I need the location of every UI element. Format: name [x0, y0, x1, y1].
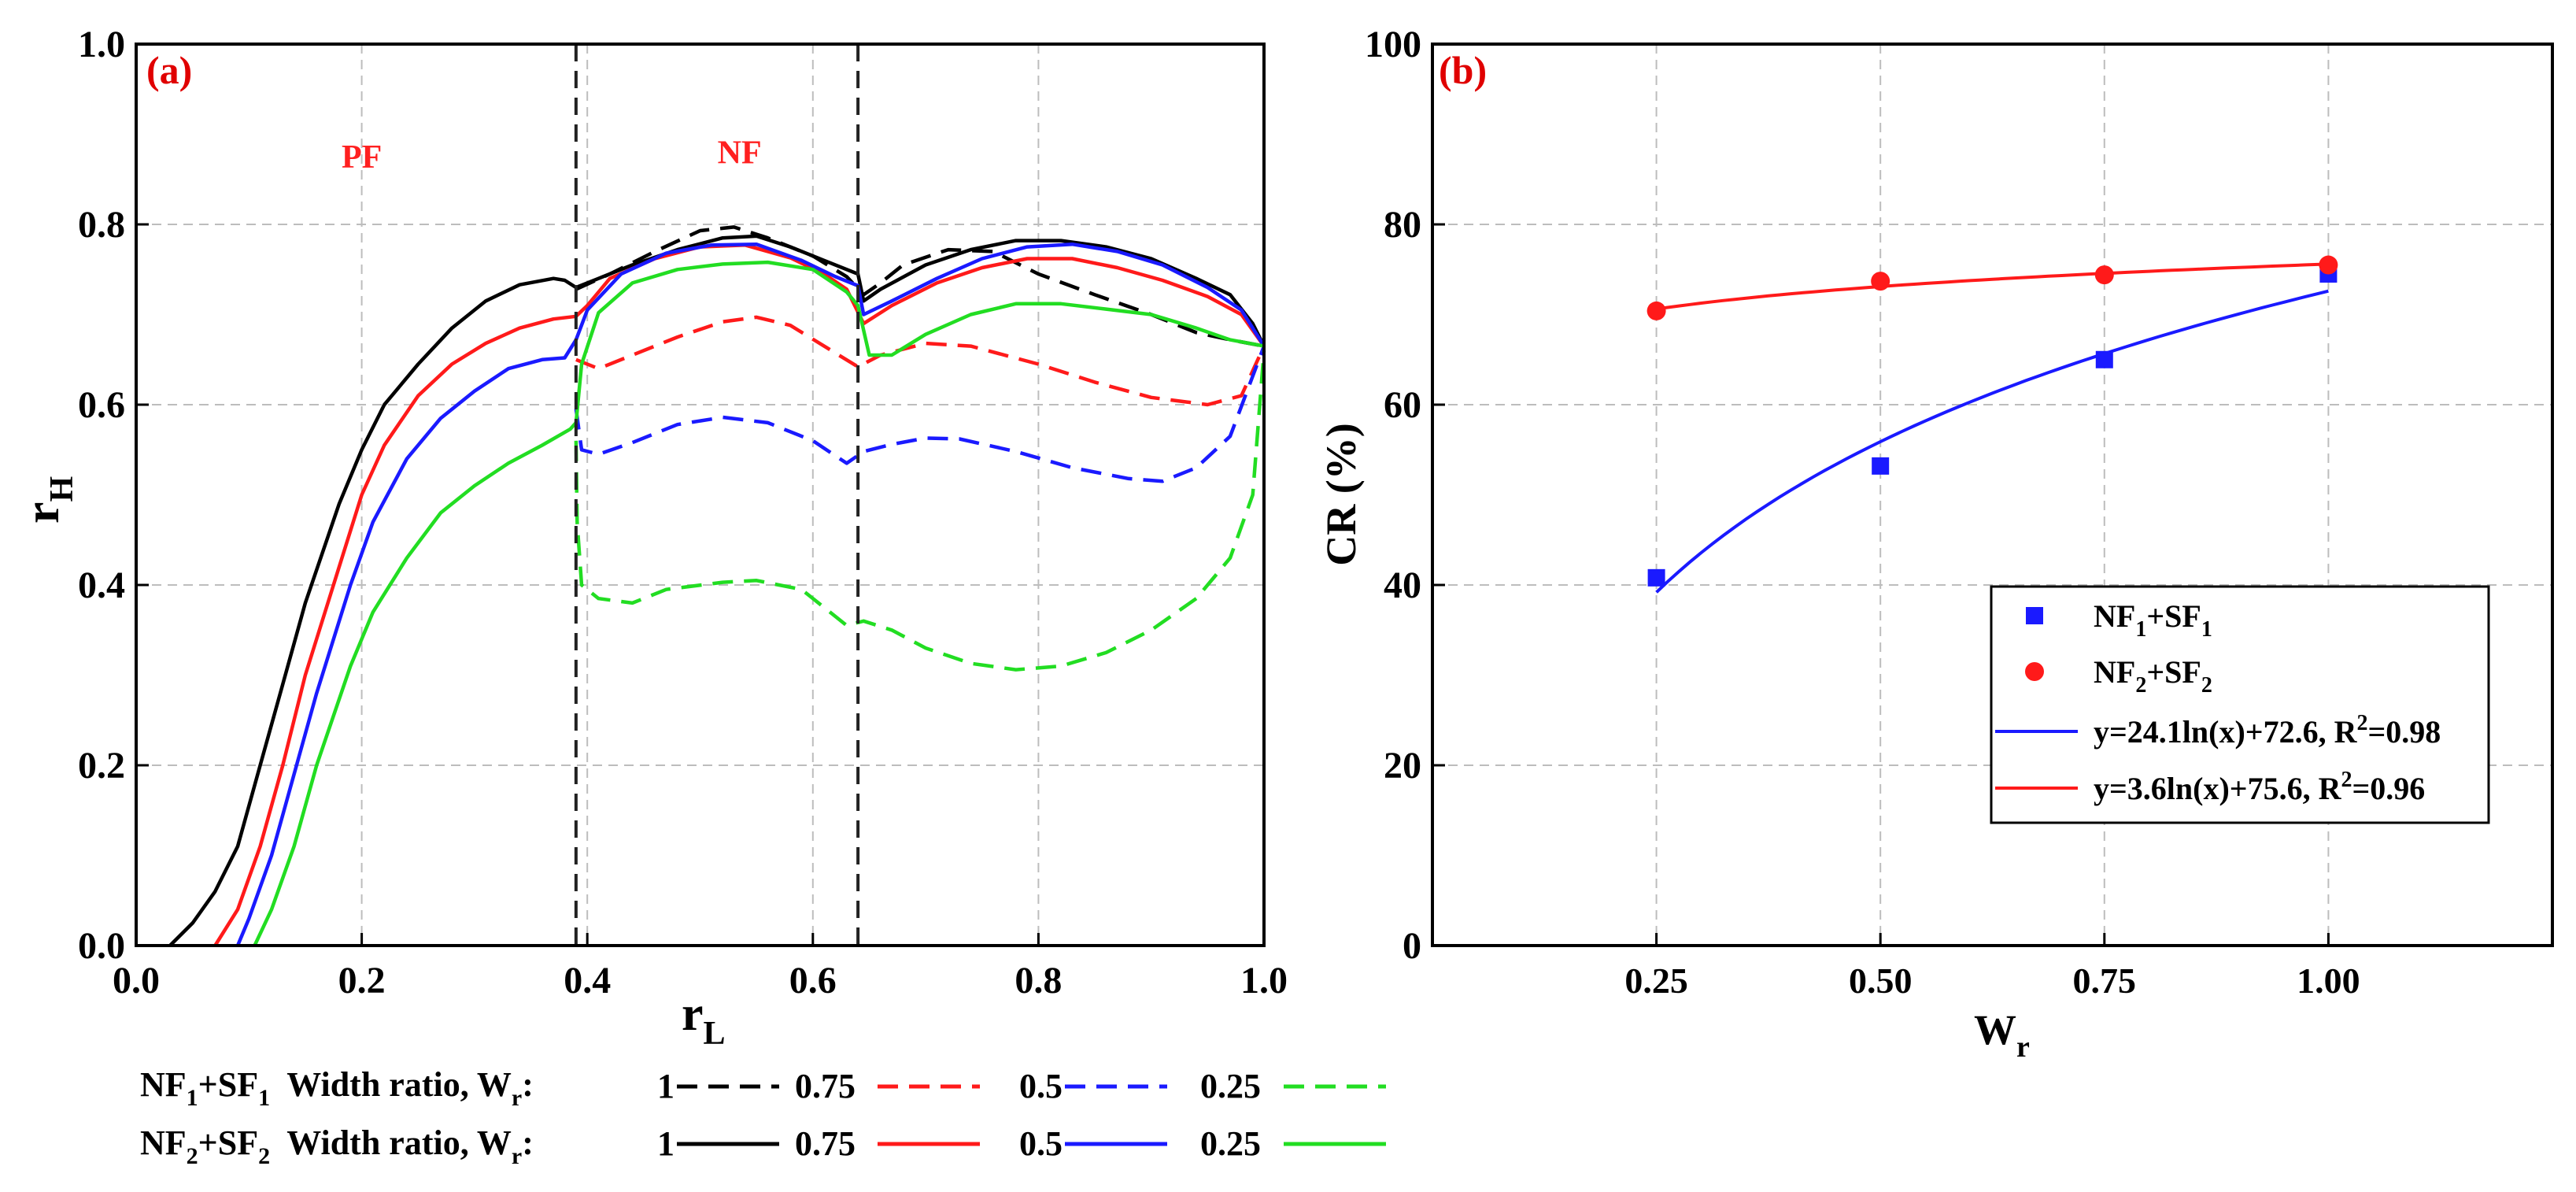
b-y-tick-label: 100 [1365, 24, 1421, 65]
panel-b-data-points [1646, 255, 2338, 587]
b-fit-curve [1656, 262, 2329, 311]
a-x-tick-label: 0.2 [338, 960, 386, 1001]
panel-a-region-dividers [574, 44, 860, 946]
panel-a-region-labels: PF NF [342, 135, 762, 176]
a-legend-entry-label: 0.5 [1019, 1124, 1063, 1163]
panel-b-plot-frame [1431, 43, 2554, 947]
a-y-tick-label: 0.4 [78, 565, 125, 606]
panel-a-legend-entries: 1 0.75 0.5 0.25 1 0.75 0.5 0.25 [657, 1067, 1386, 1163]
b-legend-text-part: 2 [2341, 768, 2352, 792]
b-fit-curve [1655, 289, 2329, 594]
b-legend-circle-marker [2025, 662, 2044, 681]
b-legend-text-part: 1 [2135, 617, 2146, 642]
panel-b-legend-box [1990, 585, 2490, 824]
b-legend-text-part: y=3.6ln(x)+75.6, R [2094, 771, 2342, 806]
a-legend-entry-label: 1 [657, 1067, 674, 1105]
a-legend-entry-label: 0.75 [795, 1067, 856, 1105]
a-y-tick-label: 1.0 [78, 24, 125, 65]
panel-a-line-chart: 0.0 0.2 0.4 0.6 0.8 1.0 0.0 0.2 0.4 0.6 0.8 1.0 (a)… [16, 24, 1288, 1052]
panel-a-label: (a) [146, 48, 192, 92]
b-legend-text-part: 1 [2201, 617, 2212, 642]
b-x-tick-label: 0.75 [2073, 961, 2137, 1001]
a-x-tick-label: 0.0 [113, 960, 160, 1001]
b-x-tick-label: 0.50 [1849, 961, 1913, 1001]
b-square-marker [2095, 350, 2113, 368]
a-y-tick-label: 0.8 [78, 204, 125, 246]
b-circle-marker [2319, 255, 2338, 275]
a-region-label: PF [342, 139, 382, 176]
a-legend-entry-label: 0.25 [1200, 1124, 1261, 1163]
a-series-line [168, 234, 1266, 947]
a-series-line [213, 243, 1266, 947]
a-region-label: NF [718, 135, 762, 171]
panel-a-legend: NF1+SF1 Width ratio, Wr: NF2+SF2 Width r… [140, 1065, 1386, 1169]
b-legend-text-part: 2 [2201, 673, 2212, 698]
panel-b-fit-curves [1655, 262, 2329, 594]
b-x-tick-label: 1.00 [2297, 961, 2360, 1001]
a-series-line [575, 315, 1266, 407]
a-x-tick-label: 0.8 [1015, 960, 1062, 1001]
a-y-tick-label: 0.6 [78, 384, 125, 426]
b-legend-text-part: 2 [2135, 673, 2146, 698]
b-y-tick-label: 40 [1384, 565, 1421, 606]
b-square-marker [1647, 568, 1665, 587]
b-legend-text-part: NF [2094, 654, 2135, 690]
a-legend-entry-label: 0.25 [1200, 1067, 1261, 1105]
a-series-line [574, 345, 1266, 483]
b-legend-label: y=3.6ln(x)+75.6, R2=0.96 [2094, 768, 2425, 806]
a-y-tick-label: 0.0 [78, 925, 125, 967]
panel-a-y-axis-title: rH [16, 476, 80, 524]
panel-a-series-lines [168, 225, 1266, 947]
panel-a-gridlines [136, 44, 1264, 946]
b-y-tick-label: 0 [1403, 925, 1421, 967]
b-legend-label: NF2+SF2 [2094, 654, 2212, 698]
b-legend-text-part: +SF [2146, 598, 2201, 634]
b-x-tick-label: 0.25 [1624, 961, 1688, 1001]
panel-a-axis-ticks: 0.0 0.2 0.4 0.6 0.8 1.0 0.0 0.2 0.4 0.6 0.8 1.0 [78, 24, 1288, 1001]
b-legend-text-part: 2 [2356, 711, 2367, 735]
b-legend-label: NF1+SF1 [2094, 598, 2212, 642]
b-square-marker [1872, 457, 1890, 475]
b-legend-text-part: y=24.1ln(x)+72.6, R [2094, 714, 2358, 750]
panel-a-x-axis-title: rL [682, 987, 726, 1052]
legend-row2-label: NF2+SF2 Width ratio, Wr: [140, 1124, 534, 1169]
b-legend-text-part: =0.98 [2367, 714, 2441, 750]
b-legend-label: y=24.1ln(x)+72.6, R2=0.98 [2094, 711, 2441, 750]
b-y-tick-label: 20 [1384, 745, 1421, 787]
a-legend-entry-label: 0.75 [795, 1124, 856, 1163]
b-y-tick-label: 80 [1384, 204, 1421, 246]
panel-a-plot-frame [135, 43, 1266, 947]
panel-b-label: (b) [1439, 48, 1487, 92]
a-x-tick-label: 0.6 [789, 960, 837, 1001]
b-legend-text-part: NF [2094, 598, 2135, 634]
panel-b-axis-ticks: 0.25 0.50 0.75 1.00 0 20 40 60 80 100 [1365, 24, 2360, 1001]
b-circle-marker [1871, 272, 1890, 291]
a-x-tick-label: 0.4 [564, 960, 611, 1001]
panel-b-scatter-chart: 0.25 0.50 0.75 1.00 0 20 40 60 80 100 (b) Wr CR (… [1318, 24, 2554, 1064]
a-series-line [574, 350, 1266, 672]
a-x-tick-label: 1.0 [1240, 960, 1288, 1001]
b-y-tick-label: 60 [1384, 384, 1421, 426]
a-legend-entry-label: 0.5 [1019, 1067, 1063, 1105]
b-circle-marker [1646, 301, 1666, 320]
legend-row1-label: NF1+SF1 Width ratio, Wr: [140, 1065, 534, 1111]
a-legend-entry-label: 1 [657, 1124, 674, 1163]
b-legend-square-marker [2026, 607, 2043, 624]
a-series-line [235, 242, 1266, 946]
b-legend-text-part: +SF [2146, 654, 2201, 690]
b-legend-text-part: =0.96 [2352, 771, 2425, 806]
panel-b-y-axis-title: CR (%) [1318, 423, 1365, 565]
a-y-tick-label: 0.2 [78, 745, 125, 787]
a-series-line [253, 260, 1265, 946]
panel-b-x-axis-title: Wr [1974, 1006, 2030, 1064]
b-circle-marker [2094, 265, 2114, 285]
